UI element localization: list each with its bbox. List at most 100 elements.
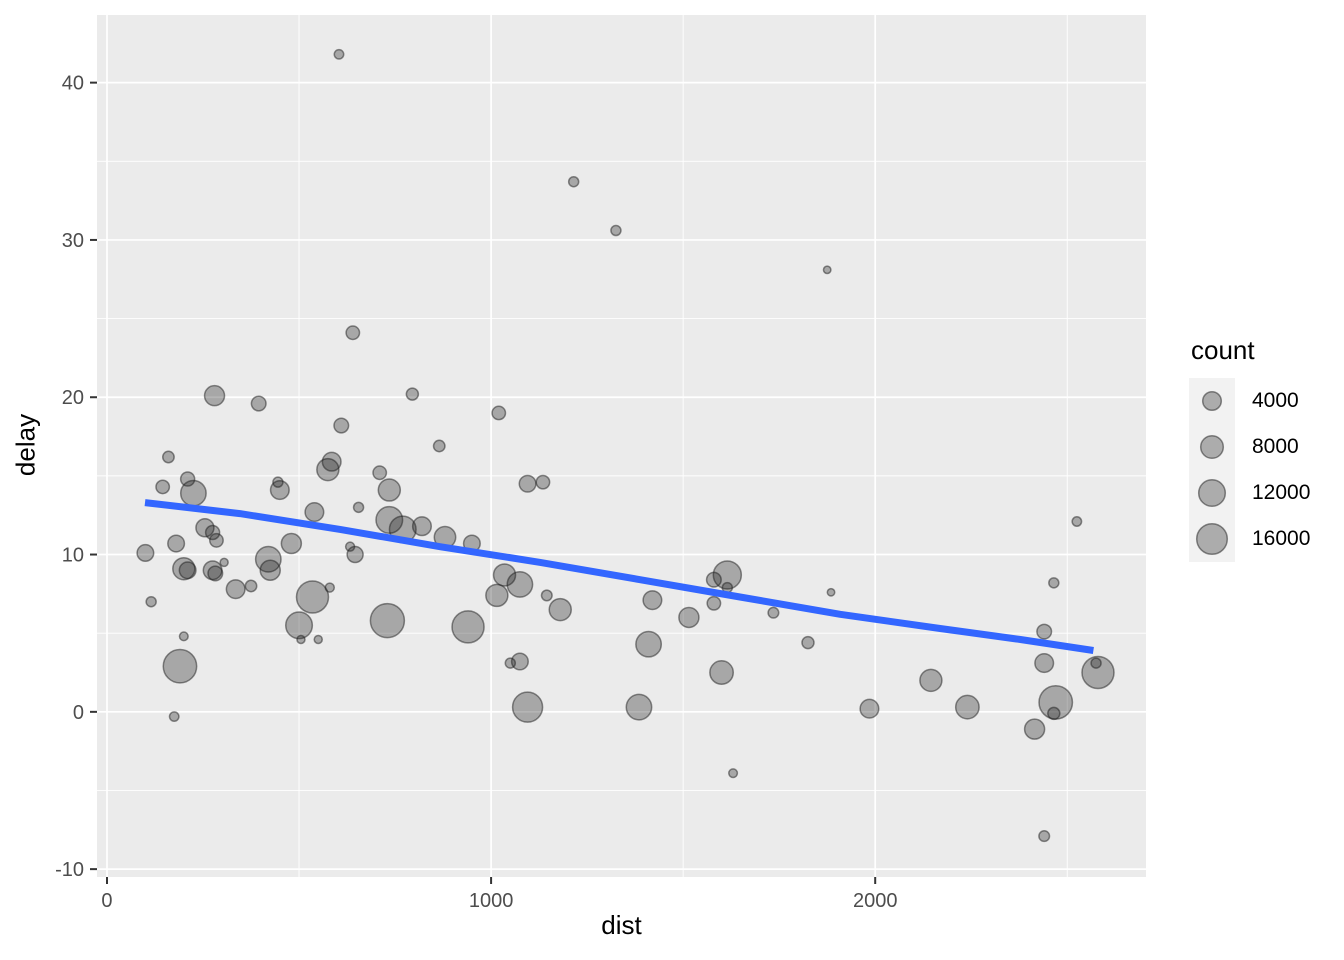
data-point	[259, 559, 281, 582]
legend-label: 12000	[1252, 481, 1311, 504]
data-point	[145, 595, 157, 608]
data-point	[172, 556, 196, 581]
data-point	[369, 602, 406, 639]
data-point	[1036, 623, 1053, 640]
data-point	[333, 417, 350, 434]
data-point	[161, 450, 175, 464]
data-point	[272, 476, 284, 488]
data-point	[225, 579, 246, 600]
data-point	[179, 471, 196, 487]
data-point	[321, 451, 342, 472]
data-point	[168, 711, 180, 723]
data-point	[510, 652, 529, 671]
data-point	[548, 597, 572, 622]
legend: count 4000 8000 12000 16000	[1189, 335, 1310, 562]
data-point	[1023, 718, 1046, 740]
y-tick-label: 40	[62, 73, 84, 95]
data-point	[432, 439, 446, 453]
legend-entry: 16000	[1189, 516, 1310, 562]
data-point	[178, 561, 197, 580]
data-point	[451, 610, 485, 644]
plot-panel	[97, 15, 1146, 877]
data-point	[709, 660, 735, 685]
data-point	[678, 606, 700, 629]
data-point	[250, 395, 267, 412]
data-point	[485, 583, 509, 608]
x-tick-label: 2000	[853, 890, 898, 912]
data-point	[178, 631, 189, 642]
data-point	[377, 478, 402, 502]
data-point	[518, 474, 537, 493]
y-tick-label: 30	[62, 230, 84, 252]
data-point	[333, 48, 345, 60]
data-point	[540, 589, 553, 602]
legend-label: 4000	[1252, 389, 1299, 412]
data-point	[1034, 653, 1055, 674]
data-point	[167, 534, 186, 553]
data-point	[179, 479, 207, 507]
data-point	[344, 541, 356, 552]
x-axis-title: dist	[601, 910, 642, 940]
data-point	[203, 384, 226, 407]
legend-label: 8000	[1252, 435, 1299, 458]
legend-title: count	[1191, 335, 1255, 365]
data-point	[324, 582, 336, 593]
data-point	[492, 563, 517, 587]
data-point	[204, 524, 221, 541]
y-tick-label: 10	[62, 545, 84, 567]
data-point	[1090, 657, 1102, 669]
y-tick-label: 20	[62, 387, 84, 409]
legend-key-circle-icon	[1197, 478, 1227, 508]
trend-line	[144, 499, 1094, 654]
data-point	[635, 630, 663, 658]
data-point	[625, 693, 653, 721]
data-point	[567, 175, 580, 188]
x-tick-label: 0	[101, 890, 112, 912]
data-point	[244, 579, 258, 593]
data-point	[295, 580, 330, 614]
data-point	[207, 565, 224, 582]
legend-keys: 4000 8000 12000 16000	[1189, 378, 1310, 562]
data-point	[767, 606, 780, 619]
data-point	[535, 474, 551, 490]
legend-key-box	[1189, 378, 1235, 424]
legend-entry: 4000	[1189, 378, 1310, 424]
data-point	[352, 501, 365, 514]
data-point	[411, 516, 433, 537]
x-tick-label: 1000	[469, 890, 514, 912]
data-point	[1081, 655, 1115, 690]
data-point	[706, 595, 722, 611]
data-point	[728, 768, 739, 779]
legend-key-box	[1189, 424, 1235, 470]
data-point	[919, 668, 943, 693]
y-axis-title: delay	[10, 413, 41, 477]
legend-entry: 8000	[1189, 424, 1310, 470]
legend-key-circle-icon	[1201, 390, 1223, 412]
data-point	[345, 325, 361, 341]
data-point	[316, 457, 340, 482]
data-point	[372, 465, 388, 481]
data-point	[304, 502, 325, 523]
data-point	[1047, 706, 1061, 721]
legend-entry: 12000	[1189, 470, 1310, 516]
data-point	[642, 590, 663, 611]
y-tick-label: 0	[73, 702, 84, 724]
legend-key-circle-icon	[1199, 434, 1225, 460]
data-point	[405, 387, 420, 401]
data-point	[195, 518, 215, 538]
data-point	[1071, 516, 1083, 527]
data-point	[826, 587, 836, 597]
legend-key-box	[1189, 470, 1235, 516]
legend-circle	[1201, 390, 1223, 412]
data-point	[491, 405, 507, 421]
legend-circle	[1197, 478, 1227, 508]
data-point	[284, 611, 314, 640]
data-point	[822, 265, 832, 275]
legend-circle	[1195, 522, 1229, 556]
data-point	[506, 570, 534, 598]
legend-key-circle-icon	[1195, 522, 1229, 556]
data-point	[209, 532, 224, 548]
legend-label: 16000	[1252, 527, 1311, 550]
y-tick-label: -10	[55, 859, 84, 881]
